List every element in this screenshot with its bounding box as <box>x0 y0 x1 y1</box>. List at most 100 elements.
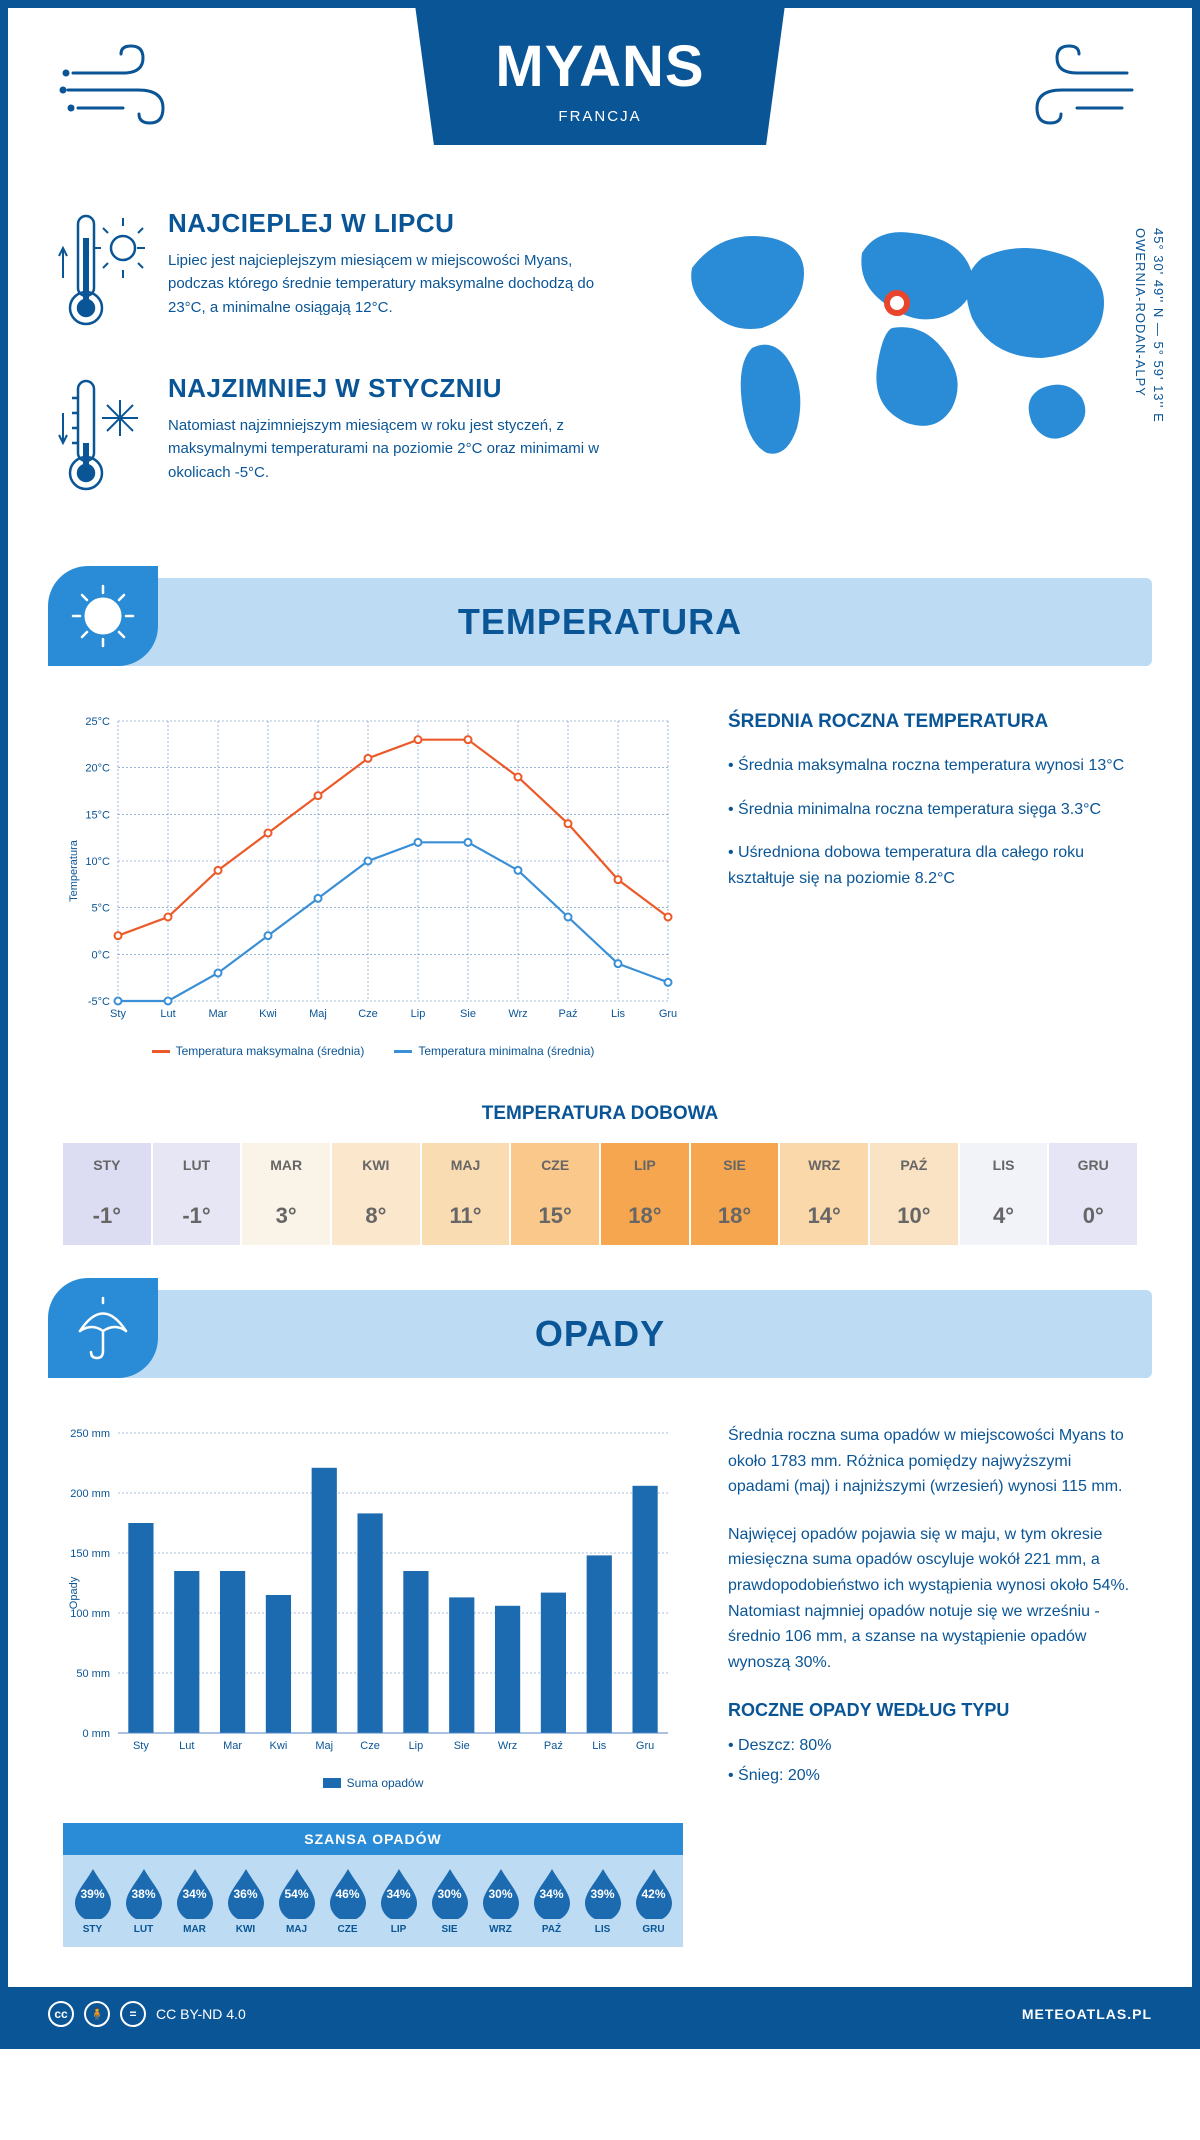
daily-temp-title: TEMPERATURA DOBOWA <box>8 1103 1192 1125</box>
daily-cell: SIE18° <box>691 1143 779 1245</box>
svg-text:Lut: Lut <box>179 1740 194 1752</box>
precip-p1: Średnia roczna suma opadów w miejscowośc… <box>728 1423 1137 1500</box>
svg-text:Lut: Lut <box>160 1008 175 1020</box>
chance-drop: 30% WRZ <box>476 1865 525 1935</box>
country-name: FRANCJA <box>495 108 704 125</box>
temperature-section-header: TEMPERATURA <box>48 578 1152 666</box>
daily-cell: WRZ14° <box>780 1143 868 1245</box>
svg-text:Paź: Paź <box>559 1008 578 1020</box>
thermometer-hot-icon <box>58 208 148 338</box>
daily-cell: MAJ11° <box>422 1143 510 1245</box>
temperature-line-chart: -5°C 0°C 5°C 10°C 15°C 20°C 25°C Sty Lut Mar Kwi Ma… <box>63 711 683 1058</box>
daily-cell: STY-1° <box>63 1143 151 1245</box>
svg-text:Sty: Sty <box>133 1740 149 1752</box>
svg-text:Wrz: Wrz <box>508 1008 527 1020</box>
svg-text:Kwi: Kwi <box>259 1008 277 1020</box>
daily-cell: KWI8° <box>332 1143 420 1245</box>
svg-text:Maj: Maj <box>315 1740 333 1752</box>
header: MYANS FRANCJA <box>8 8 1192 188</box>
umbrella-icon <box>68 1293 138 1363</box>
warmest-title: NAJCIEPLEJ W LIPCU <box>168 208 612 239</box>
wind-icon-right <box>1002 28 1142 148</box>
svg-text:Sie: Sie <box>460 1008 476 1020</box>
world-map-block: 45° 30' 49'' N — 5° 59' 13'' E OWERNIA-R… <box>642 208 1142 538</box>
svg-text:Gru: Gru <box>636 1740 654 1752</box>
svg-text:15°C: 15°C <box>85 809 110 821</box>
svg-text:Temperatura: Temperatura <box>68 839 80 902</box>
avg-temp-b2: • Średnia minimalna roczna temperatura s… <box>728 797 1137 823</box>
coordinates: 45° 30' 49'' N — 5° 59' 13'' E OWERNIA-R… <box>1131 228 1167 423</box>
cc-icon: cc <box>48 2001 74 2027</box>
world-map-icon <box>642 208 1142 468</box>
svg-text:Lip: Lip <box>411 1008 426 1020</box>
precip-types-title: ROCZNE OPADY WEDŁUG TYPU <box>728 1700 1137 1721</box>
svg-text:Sty: Sty <box>110 1008 126 1020</box>
precip-rain: • Deszcz: 80% <box>728 1733 1137 1759</box>
nd-icon: = <box>120 2001 146 2027</box>
precipitation-bar-chart: 0 mm50 mm100 mm150 mm200 mm250 mmOpadySt… <box>63 1423 683 1793</box>
temp-chart-legend: Temperatura maksymalna (średnia) Tempera… <box>63 1044 683 1058</box>
svg-text:Kwi: Kwi <box>270 1740 288 1752</box>
warmest-text: Lipiec jest najcieplejszym miesiącem w m… <box>168 249 612 319</box>
svg-text:Cze: Cze <box>358 1008 378 1020</box>
svg-text:25°C: 25°C <box>85 716 110 728</box>
chance-drop: 36% KWI <box>221 1865 270 1935</box>
svg-text:150 mm: 150 mm <box>70 1548 110 1560</box>
precip-chart-legend: Suma opadów <box>63 1776 683 1790</box>
svg-text:-5°C: -5°C <box>88 996 110 1008</box>
precipitation-info: Średnia roczna suma opadów w miejscowośc… <box>728 1423 1137 1793</box>
svg-text:0°C: 0°C <box>92 949 111 961</box>
chance-drop: 54% MAJ <box>272 1865 321 1935</box>
coldest-text: Natomiast najzimniejszym miesiącem w rok… <box>168 414 612 484</box>
license-text: CC BY-ND 4.0 <box>156 2006 246 2022</box>
site-name: METEOATLAS.PL <box>1022 2006 1152 2022</box>
svg-text:Sie: Sie <box>454 1740 470 1752</box>
svg-text:250 mm: 250 mm <box>70 1428 110 1440</box>
city-name: MYANS <box>495 33 704 100</box>
precipitation-title: OPADY <box>158 1313 1152 1355</box>
precip-snow: • Śnieg: 20% <box>728 1763 1137 1789</box>
daily-cell: CZE15° <box>511 1143 599 1245</box>
svg-text:Mar: Mar <box>223 1740 242 1752</box>
chance-drop: 38% LUT <box>119 1865 168 1935</box>
coldest-block: NAJZIMNIEJ W STYCZNIU Natomiast najzimni… <box>58 373 612 503</box>
daily-temp-table: STY-1°LUT-1°MAR3°KWI8°MAJ11°CZE15°LIP18°… <box>63 1143 1137 1245</box>
chance-title: SZANSA OPADÓW <box>63 1823 683 1855</box>
temperature-info: ŚREDNIA ROCZNA TEMPERATURA • Średnia mak… <box>728 711 1137 1058</box>
chance-drop: 39% LIS <box>578 1865 627 1935</box>
by-icon: 🧍 <box>84 2001 110 2027</box>
precip-p2: Najwięcej opadów pojawia się w maju, w t… <box>728 1522 1137 1676</box>
precipitation-section-header: OPADY <box>48 1290 1152 1378</box>
svg-text:Lis: Lis <box>611 1008 626 1020</box>
daily-cell: LIS4° <box>960 1143 1048 1245</box>
svg-text:Wrz: Wrz <box>498 1740 517 1752</box>
daily-cell: PAŹ10° <box>870 1143 958 1245</box>
thermometer-cold-icon <box>58 373 148 503</box>
svg-text:5°C: 5°C <box>92 903 111 915</box>
sun-icon <box>68 581 138 651</box>
svg-text:Mar: Mar <box>209 1008 228 1020</box>
wind-icon-left <box>58 28 198 148</box>
svg-text:20°C: 20°C <box>85 763 110 775</box>
chance-drop: 42% GRU <box>629 1865 678 1935</box>
svg-text:Maj: Maj <box>309 1008 327 1020</box>
avg-temp-b1: • Średnia maksymalna roczna temperatura … <box>728 753 1137 779</box>
coldest-title: NAJZIMNIEJ W STYCZNIU <box>168 373 612 404</box>
svg-text:Opady: Opady <box>68 1576 80 1609</box>
chance-drop: 34% PAŹ <box>527 1865 576 1935</box>
svg-text:0 mm: 0 mm <box>83 1728 111 1740</box>
chance-drop: 46% CZE <box>323 1865 372 1935</box>
svg-text:Paź: Paź <box>544 1740 563 1752</box>
svg-text:Lis: Lis <box>592 1740 607 1752</box>
svg-text:10°C: 10°C <box>85 856 110 868</box>
warmest-block: NAJCIEPLEJ W LIPCU Lipiec jest najcieple… <box>58 208 612 338</box>
temperature-title: TEMPERATURA <box>158 601 1152 643</box>
daily-cell: MAR3° <box>242 1143 330 1245</box>
daily-cell: LIP18° <box>601 1143 689 1245</box>
chance-drop: 34% MAR <box>170 1865 219 1935</box>
daily-cell: GRU0° <box>1049 1143 1137 1245</box>
title-banner: MYANS FRANCJA <box>415 8 784 145</box>
daily-cell: LUT-1° <box>153 1143 241 1245</box>
precipitation-chance-block: SZANSA OPADÓW 39% STY 38% LUT 34% MAR 36… <box>63 1823 683 1947</box>
svg-text:50 mm: 50 mm <box>76 1668 110 1680</box>
